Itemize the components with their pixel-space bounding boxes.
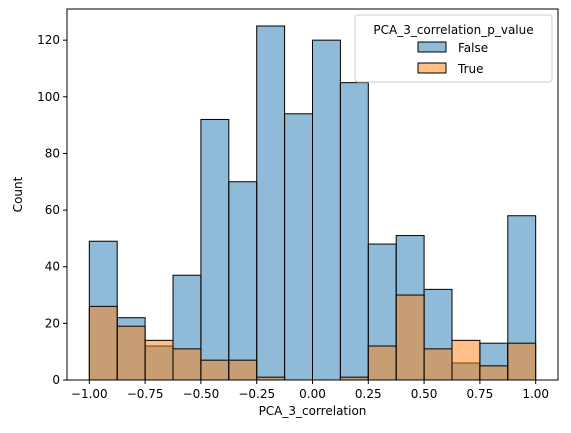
y-tick-label: 40 <box>45 260 60 274</box>
bar-false-bin-4 <box>200 118 230 381</box>
bar-false-bin-9 <box>339 82 369 381</box>
y-tick-label: 80 <box>45 146 60 160</box>
bar-true-bin-11 <box>395 294 425 381</box>
bar-false-bin-8 <box>312 39 341 381</box>
legend: PCA_3_correlation_p_value False True <box>354 14 553 83</box>
bar-true-bin-12 <box>423 348 453 381</box>
x-tick-label: −0.25 <box>238 387 275 401</box>
y-axis-label: Count <box>11 176 25 212</box>
x-tick-label: 0.50 <box>411 387 438 401</box>
bar-true-bin-1 <box>116 325 146 381</box>
bar-false-bin-5 <box>228 181 258 381</box>
y-tick-label: 100 <box>37 90 60 104</box>
y-tick-label: 20 <box>45 316 60 330</box>
legend-swatch-true <box>417 62 447 74</box>
y-tick-label: 60 <box>45 203 60 217</box>
x-tick-label: 0.00 <box>299 387 326 401</box>
x-tick-label: −0.50 <box>183 387 220 401</box>
bar-true-bin-13 <box>451 339 481 381</box>
y-tick-label: 120 <box>37 33 60 47</box>
x-tick-label: −1.00 <box>71 387 108 401</box>
x-tick-label: 0.75 <box>467 387 494 401</box>
bar-true-bin-10 <box>367 345 397 381</box>
bar-true-bin-0 <box>88 305 118 381</box>
bar-true-bin-2 <box>144 339 174 381</box>
legend-title: PCA_3_correlation_p_value <box>373 23 533 37</box>
bar-true-bin-15 <box>507 342 537 381</box>
legend-label-false: False <box>458 41 488 55</box>
bar-true-bin-3 <box>172 348 202 381</box>
legend-label-true: True <box>457 62 484 76</box>
x-tick-label: 1.00 <box>522 387 549 401</box>
x-tick-label: 0.25 <box>355 387 382 401</box>
bar-true-bin-14 <box>479 365 509 381</box>
legend-box <box>354 14 553 83</box>
x-axis-label: PCA_3_correlation <box>259 404 367 418</box>
bar-true-bin-4 <box>200 359 230 381</box>
y-axis: 0 20 40 60 80 100 120 <box>37 33 67 387</box>
bar-false-bin-6 <box>256 25 286 381</box>
y-tick-label: 0 <box>52 373 60 387</box>
x-axis: −1.00 −0.75 −0.50 −0.25 0.00 0.25 0.50 0.75 1.00 <box>71 380 549 401</box>
bar-true-bin-5 <box>228 359 258 381</box>
legend-swatch-false <box>417 41 447 53</box>
x-tick-label: −0.75 <box>127 387 164 401</box>
bar-false-bin-7 <box>284 113 313 381</box>
